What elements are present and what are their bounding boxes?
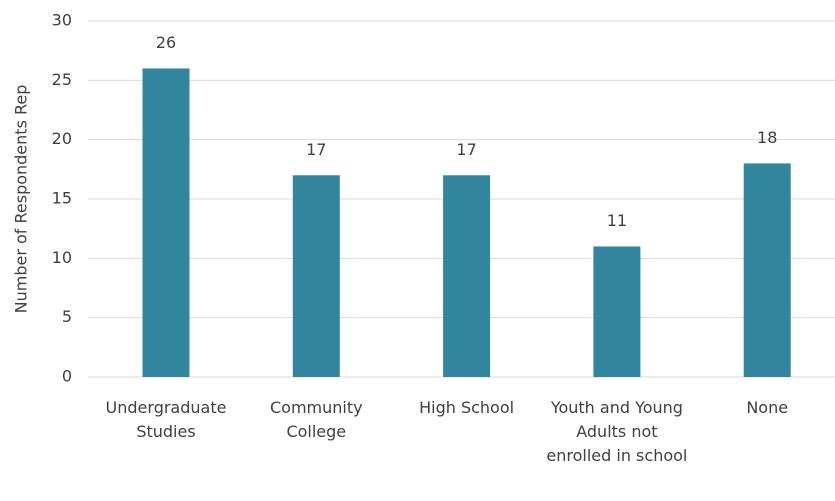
bar [743, 163, 791, 377]
x-tick-label: Youth and Young Adults not enrolled in s… [546, 398, 688, 465]
bar [142, 68, 190, 377]
bar [443, 175, 491, 377]
x-tick-label: Undergraduate Studies [105, 398, 227, 441]
y-tick-label: 20 [52, 129, 72, 148]
data-label: 26 [156, 33, 176, 52]
data-label: 18 [757, 128, 777, 147]
y-tick-label: 10 [52, 248, 72, 267]
data-label: 17 [306, 140, 326, 159]
x-tick-label: Community College [269, 398, 363, 441]
y-tick-label: 0 [62, 367, 72, 386]
y-tick-label: 5 [62, 307, 72, 326]
y-tick-label: 25 [52, 70, 72, 89]
bar [292, 175, 340, 377]
x-tick-label: None [746, 398, 789, 417]
y-tick-label: 30 [52, 11, 72, 30]
data-label: 17 [456, 140, 476, 159]
y-axis-label: Number of Respondents Rep [12, 85, 31, 314]
bar [593, 246, 641, 377]
y-tick-label: 15 [52, 189, 72, 208]
data-label: 11 [607, 211, 627, 230]
x-tick-label: High School [419, 398, 515, 417]
